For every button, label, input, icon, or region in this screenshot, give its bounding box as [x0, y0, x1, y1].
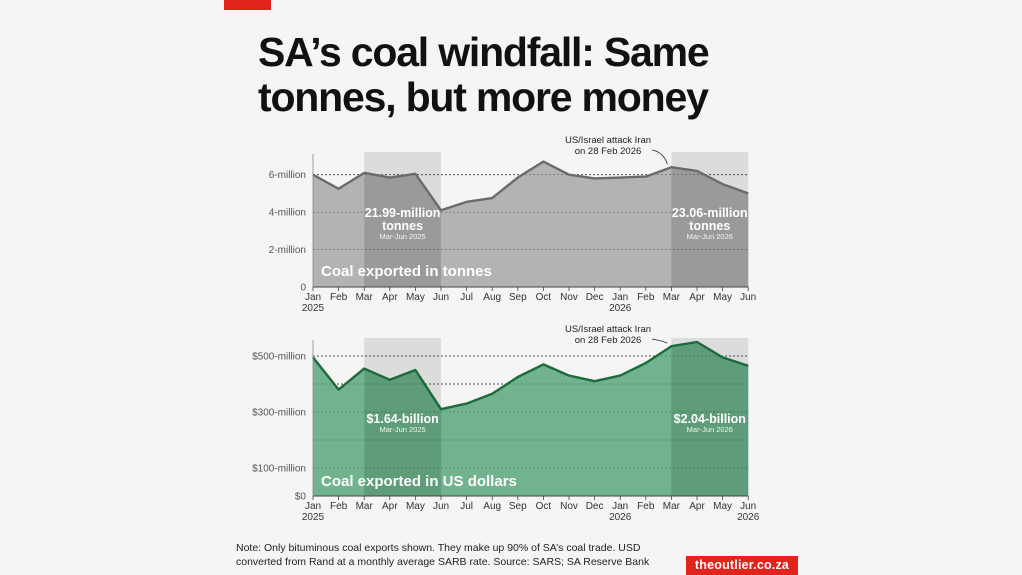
y-tick-label: $100-million: [252, 464, 306, 475]
series-line: [312, 160, 749, 212]
x-tick-label: 2025: [302, 512, 325, 523]
highlight-area-2: [671, 342, 749, 496]
x-tick-label: Sep: [509, 292, 527, 303]
x-tick-label: Jan: [612, 501, 628, 512]
chart-title: Coal exported in US dollars: [321, 473, 517, 490]
x-tick-label: Apr: [689, 292, 705, 303]
highlight-area-1: [364, 172, 441, 287]
x-tick-label: Feb: [637, 292, 655, 303]
x-tick-label: Jan: [305, 292, 321, 303]
x-tick-label: Aug: [483, 292, 501, 303]
x-tick-label: Feb: [330, 292, 348, 303]
dollars-chart: $0 $100-million $300-million $500-million Ja…: [252, 324, 760, 523]
x-tick-label: Jun: [433, 501, 449, 512]
x-tick-label: May: [713, 292, 732, 303]
highlight-area-2: [671, 167, 749, 287]
event-annotation-pointer: [651, 338, 668, 344]
y-tick-label: 6-million: [269, 170, 306, 181]
x-tick-label: Jan: [612, 292, 628, 303]
x-tick-label: 2026: [737, 512, 760, 523]
x-tick-label: Apr: [689, 501, 705, 512]
x-tick-label: Mar: [356, 292, 374, 303]
highlight-total-label: tonnes: [689, 219, 730, 233]
x-tick-label: Apr: [382, 292, 398, 303]
event-annotation-text: on 28 Feb 2026: [575, 335, 642, 346]
highlight-total-label: 23.06-million: [672, 206, 748, 220]
x-tick-label: Nov: [560, 501, 578, 512]
x-tick-label: Dec: [586, 292, 604, 303]
x-tick-label: Feb: [637, 501, 655, 512]
highlight-total-label: $1.64-billion: [366, 412, 438, 426]
x-tick-label: Oct: [536, 501, 552, 512]
x-tick-label: Mar: [356, 501, 374, 512]
highlight-area-1: [364, 368, 441, 496]
x-tick-label: May: [713, 501, 732, 512]
x-tick-label: Jul: [460, 501, 473, 512]
x-tick-label: 2025: [302, 303, 325, 314]
series-line: [312, 340, 749, 411]
headline-line-1: SA’s coal windfall: Same: [258, 29, 710, 75]
event-annotation-text: on 28 Feb 2026: [575, 146, 642, 157]
brand-accent-bar: [224, 0, 271, 10]
event-annotation-pointer: [651, 149, 668, 165]
x-tick-label: Mar: [663, 501, 681, 512]
x-tick-label: May: [406, 292, 425, 303]
x-tick-label: Mar: [663, 292, 681, 303]
highlight-period-label: Mar-Jun 2026: [687, 232, 733, 241]
headline-line-2: tonnes, but more money: [258, 74, 709, 120]
event-annotation-text: US/Israel attack Iran: [565, 324, 651, 335]
y-tick-label: 0: [300, 283, 306, 294]
x-tick-label: Jan: [305, 501, 321, 512]
source-note: Note: Only bituminous coal exports shown…: [236, 542, 650, 568]
chart-title: Coal exported in tonnes: [321, 263, 492, 280]
x-tick-label: Feb: [330, 501, 348, 512]
y-tick-label: $500-million: [252, 352, 306, 363]
x-tick-label: May: [406, 501, 425, 512]
x-tick-label: 2026: [609, 303, 632, 314]
x-tick-label: Apr: [382, 501, 398, 512]
x-tick-label: Oct: [536, 292, 552, 303]
x-tick-label: Dec: [586, 501, 604, 512]
highlight-period-label: Mar-Jun 2026: [687, 425, 733, 434]
highlight-period-label: Mar-Jun 2025: [379, 425, 425, 434]
x-tick-label: Jul: [460, 292, 473, 303]
x-tick-label: Jun: [740, 501, 756, 512]
x-tick-label: 2026: [609, 512, 632, 523]
y-tick-label: $0: [295, 492, 307, 503]
x-tick-label: Aug: [483, 501, 501, 512]
headline: SA’s coal windfall: Same tonnes, but mor…: [258, 30, 778, 120]
brand-logo: theoutlier.co.za: [686, 556, 798, 575]
x-tick-label: Jun: [740, 292, 756, 303]
highlight-total-label: tonnes: [382, 219, 423, 233]
event-annotation-text: US/Israel attack Iran: [565, 135, 651, 146]
x-tick-label: Nov: [560, 292, 578, 303]
highlight-total-label: $2.04-billion: [674, 412, 746, 426]
x-tick-label: Jun: [433, 292, 449, 303]
y-tick-label: 2-million: [269, 245, 306, 256]
highlight-total-label: 21.99-million: [365, 206, 441, 220]
x-tick-label: Sep: [509, 501, 527, 512]
highlight-period-label: Mar-Jun 2025: [379, 232, 425, 241]
y-tick-label: 4-million: [269, 208, 306, 219]
y-tick-label: $300-million: [252, 408, 306, 419]
